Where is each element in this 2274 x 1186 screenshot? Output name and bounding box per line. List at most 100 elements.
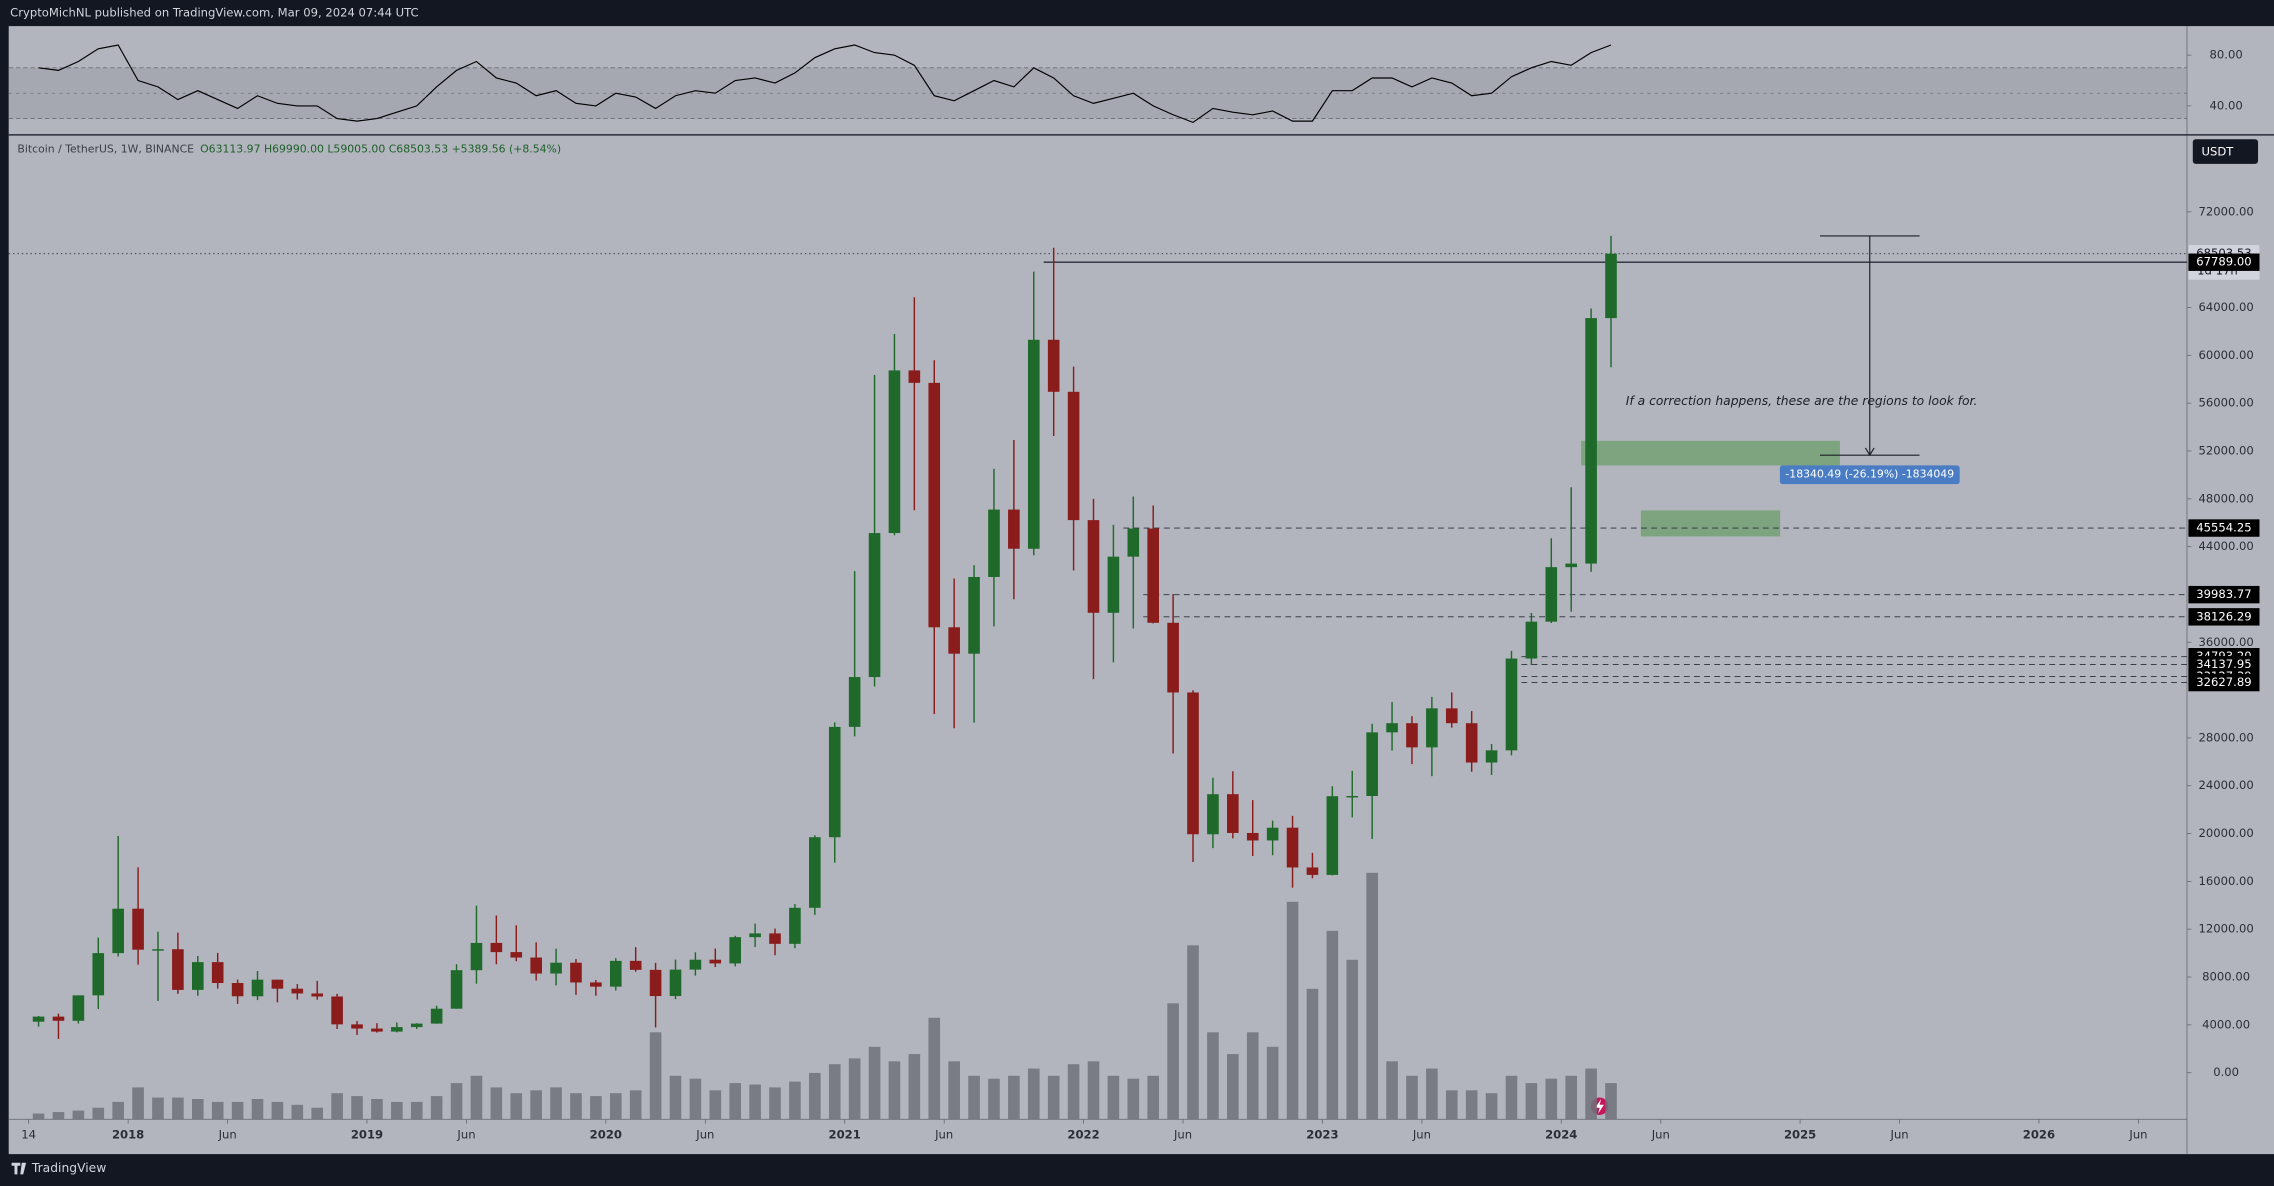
volume-bar	[1445, 1090, 1458, 1120]
x-tick-label: Jun	[1173, 1128, 1192, 1142]
volume-bar	[1485, 1093, 1498, 1120]
volume-bar	[1366, 872, 1378, 1120]
published-text: CryptoMichNL published on TradingView.co…	[10, 6, 419, 20]
currency-button[interactable]	[2192, 139, 2259, 164]
volume-bar	[311, 1107, 324, 1120]
candle-body	[1386, 723, 1398, 733]
candle-body	[1565, 563, 1577, 568]
candle-body	[908, 370, 921, 383]
volume-bar	[410, 1101, 423, 1120]
x-tick-label: Jun	[695, 1128, 714, 1142]
candle-body	[1087, 520, 1100, 613]
candle-body	[590, 982, 602, 987]
candle-body	[1605, 253, 1617, 319]
candle-body	[1465, 723, 1478, 763]
candle-body	[809, 837, 821, 908]
candle-body	[191, 962, 204, 990]
candle-body	[152, 949, 164, 951]
candle-body	[629, 960, 642, 970]
candle-body	[570, 962, 582, 983]
price-label: 39983.77	[2196, 587, 2251, 601]
volume-bar	[450, 1083, 463, 1120]
x-tick-label: 2021	[829, 1128, 861, 1142]
candle-body	[1227, 794, 1239, 833]
candle-body	[271, 979, 284, 989]
measure-label: -18340.49 (-26.19%) -1834049	[1785, 468, 1954, 481]
brand-text: TradingView	[31, 1161, 106, 1175]
volume-bar	[1067, 1064, 1080, 1120]
volume-bar	[550, 1087, 562, 1120]
x-tick-label: 2019	[351, 1128, 383, 1142]
volume-bar	[251, 1099, 264, 1120]
x-tick-label: 2026	[2023, 1128, 2055, 1142]
volume-bar	[331, 1093, 343, 1120]
volume-bar	[590, 1096, 602, 1120]
y-tick-label: 56000.00	[2198, 396, 2253, 410]
volume-bar	[1187, 945, 1199, 1120]
brand-logo	[11, 1162, 27, 1175]
volume-bar	[1167, 1003, 1179, 1120]
x-tick-label: Jun	[218, 1128, 237, 1142]
currency-label[interactable]: USDT	[2202, 145, 2235, 159]
volume-bar	[769, 1087, 781, 1120]
candle-body	[1585, 318, 1597, 564]
volume-bar	[928, 1017, 941, 1120]
price-label: 67789.00	[2196, 255, 2251, 269]
volume-bar	[1585, 1068, 1597, 1120]
volume-bar	[1286, 901, 1299, 1120]
volume-bar	[391, 1101, 403, 1120]
volume-bar	[152, 1097, 164, 1120]
volume-bar	[570, 1093, 582, 1120]
y-tick-label: 0.00	[2213, 1065, 2239, 1079]
volume-bar	[729, 1083, 742, 1120]
candle-body	[988, 509, 1000, 577]
candle-body	[669, 969, 682, 997]
volume-bar	[629, 1090, 642, 1120]
x-tick-label: 14	[21, 1128, 36, 1142]
x-tick-label: Jun	[934, 1128, 953, 1142]
y-tick-label: 52000.00	[2198, 443, 2253, 457]
y-tick-label: 8000.00	[2202, 970, 2250, 984]
volume-bar	[430, 1096, 443, 1120]
candle-body	[1187, 692, 1199, 835]
x-tick-label: 2024	[1545, 1128, 1577, 1142]
candle-body	[450, 970, 463, 1009]
volume-bar	[1406, 1075, 1418, 1120]
volume-bar	[92, 1107, 105, 1120]
volume-bar	[828, 1064, 841, 1120]
volume-bar	[132, 1087, 144, 1120]
candle-body	[1286, 827, 1299, 868]
candle-body	[928, 382, 941, 628]
candle-body	[1107, 556, 1120, 613]
volume-bar	[112, 1101, 124, 1120]
price-label: 32627.89	[2196, 675, 2251, 689]
rsi-y-tick-label: 40.00	[2210, 98, 2243, 112]
volume-bar	[1426, 1068, 1438, 1120]
candle-body	[649, 969, 662, 997]
candle-body	[1326, 796, 1339, 875]
volume-bar	[988, 1078, 1000, 1120]
volume-bar	[689, 1078, 702, 1120]
candle-body	[490, 942, 503, 953]
candle-body	[689, 959, 702, 970]
volume-bar	[649, 1032, 662, 1120]
y-tick-label: 36000.00	[2198, 635, 2253, 649]
candle-body	[709, 959, 722, 964]
candle-body	[550, 962, 562, 974]
volume-bar	[1306, 988, 1319, 1120]
volume-bar	[32, 1113, 45, 1120]
volume-bar	[1008, 1075, 1020, 1120]
candle-body	[1147, 528, 1160, 623]
event-icon-bolt	[1595, 1099, 1604, 1114]
candle-body	[530, 957, 542, 974]
y-tick-label: 12000.00	[2198, 922, 2253, 936]
volume-bar	[470, 1075, 483, 1120]
price-label: 45554.25	[2196, 521, 2251, 535]
volume-bar	[1545, 1078, 1558, 1120]
volume-bar	[868, 1046, 881, 1120]
symbol-title: Bitcoin / TetherUS, 1W, BINANCE	[17, 142, 194, 155]
volume-bar	[510, 1093, 523, 1120]
price-label-box	[2188, 608, 2260, 626]
